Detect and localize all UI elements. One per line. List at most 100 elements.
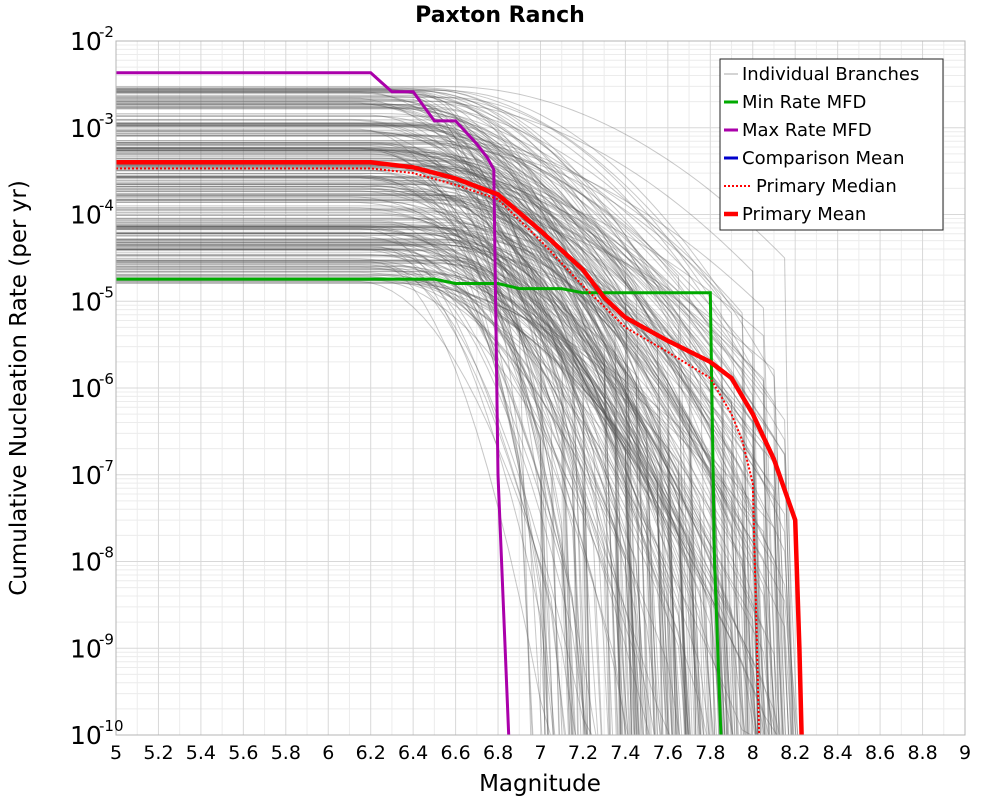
branch-line — [116, 265, 700, 736]
y-tick-exponent: -7 — [99, 457, 114, 475]
branch-line — [116, 245, 724, 736]
branch-line — [116, 201, 610, 736]
branch-line — [116, 149, 691, 736]
branch-line — [116, 246, 554, 736]
branch-line — [116, 240, 690, 736]
y-tick-exponent: -2 — [99, 23, 114, 41]
branch-line — [116, 225, 687, 736]
branch-line — [116, 158, 668, 736]
branch-line — [116, 228, 632, 736]
branch-line — [116, 193, 749, 736]
branch-line — [116, 280, 556, 736]
legend-label: Individual Branches — [742, 64, 919, 85]
x-tick-label: 6.4 — [398, 742, 428, 764]
branch-line — [116, 149, 780, 736]
branch-line — [116, 226, 758, 736]
x-tick-label: 7 — [534, 742, 546, 764]
series-line-primary-median — [116, 167, 761, 736]
series-line-max-rate-mfd — [116, 71, 511, 736]
y-tick-exponent: -4 — [99, 197, 114, 215]
x-tick-label: 7.2 — [568, 742, 598, 764]
branch-line — [116, 169, 638, 736]
branch-line — [116, 135, 579, 736]
branch-line — [116, 254, 678, 736]
branch-line — [116, 140, 799, 736]
branch-line — [116, 276, 784, 736]
branch-line — [116, 147, 591, 736]
branch-line — [116, 275, 756, 736]
x-tick-label: 8.8 — [907, 742, 937, 764]
branch-line — [116, 147, 563, 736]
branch-line — [116, 148, 680, 736]
branch-line — [116, 201, 784, 736]
branch-line — [116, 133, 640, 736]
x-tick-label: 8 — [747, 742, 759, 764]
branch-line — [116, 92, 723, 736]
branch-line — [116, 261, 551, 736]
branch-line — [116, 147, 673, 736]
branch-line — [116, 183, 736, 736]
branch-line — [116, 125, 592, 736]
branch-line — [116, 281, 565, 736]
branch-line — [116, 182, 636, 736]
legend-label: Primary Mean — [742, 204, 866, 225]
branch-line — [116, 267, 587, 736]
branch-line — [116, 93, 669, 736]
branch-line — [116, 173, 546, 736]
branch-line — [116, 144, 786, 736]
x-tick-label: 5.8 — [271, 742, 301, 764]
branch-line — [116, 185, 626, 736]
branch-line — [116, 221, 773, 736]
branch-line — [116, 207, 620, 736]
branch-line — [116, 248, 680, 736]
x-tick-labels: 5 5.2 5.4 5.6 5.8 6 6.2 6.4 6.6 6.8 7 7.2 7.4 7.6 7.8 8… — [110, 742, 971, 764]
branch-line — [116, 123, 689, 736]
x-tick-label: 7.8 — [695, 742, 725, 764]
branch-line — [116, 186, 784, 736]
branch-line — [116, 270, 650, 736]
branch-line — [116, 254, 648, 736]
branch-line — [116, 147, 629, 736]
branch-line — [116, 106, 720, 736]
branch-line — [116, 100, 640, 736]
branch-line — [116, 142, 766, 736]
branch-line — [116, 165, 761, 736]
branch-line — [116, 249, 533, 736]
branch-line — [116, 233, 592, 736]
branch-line — [116, 91, 589, 736]
branch-line — [116, 176, 709, 736]
branch-line — [116, 194, 729, 736]
branch-line — [116, 153, 633, 736]
branch-line — [116, 106, 748, 736]
branch-line — [116, 108, 697, 736]
x-tick-label: 5.4 — [186, 742, 216, 764]
branch-line — [116, 249, 738, 736]
branch-line — [116, 99, 757, 736]
branch-line — [116, 113, 693, 736]
branch-line — [116, 264, 778, 736]
branch-line — [116, 123, 767, 736]
chart-title: Paxton Ranch — [415, 3, 585, 28]
branch-line — [116, 199, 629, 736]
branch-line — [116, 217, 699, 736]
branch-line — [116, 91, 624, 736]
branch-line — [116, 167, 662, 736]
branch-line — [116, 259, 599, 736]
branch-line — [116, 152, 645, 736]
branch-line — [116, 224, 780, 736]
branch-line — [116, 142, 622, 736]
branch-line — [116, 124, 760, 736]
branch-line — [116, 232, 701, 736]
branch-line — [116, 104, 618, 736]
branch-line — [116, 182, 769, 736]
branch-line — [116, 225, 765, 736]
branch-line — [116, 102, 720, 736]
branch-line — [116, 91, 759, 736]
x-tick-label: 5.2 — [143, 742, 173, 764]
branch-line — [116, 126, 680, 736]
branch-line — [116, 100, 761, 736]
branch-line — [116, 123, 764, 736]
x-tick-label: 8.6 — [865, 742, 895, 764]
